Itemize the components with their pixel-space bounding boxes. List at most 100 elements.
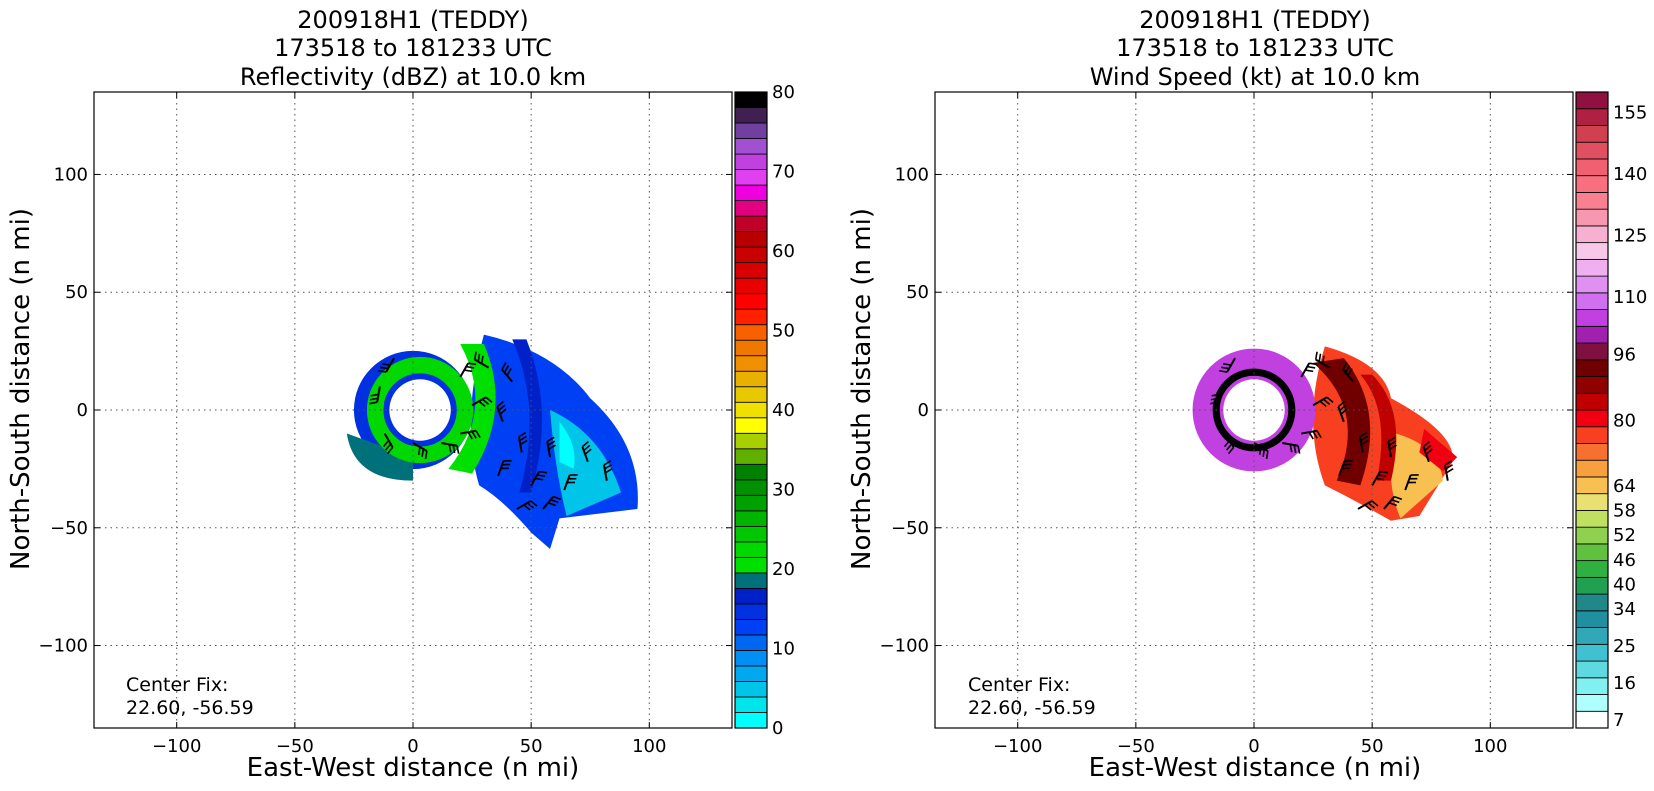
- colorbar-tick-label: 140: [1613, 164, 1647, 185]
- colorbar-bin: [735, 309, 767, 325]
- colorbar-bin: [1576, 460, 1608, 477]
- colorbar-bin: [1576, 259, 1608, 276]
- colorbar-bin: [1576, 293, 1608, 310]
- x-tick-label: −100: [152, 736, 201, 757]
- colorbar-tick-label: 16: [1613, 673, 1636, 694]
- colorbar-bin: [735, 92, 767, 108]
- colorbar-bin: [735, 123, 767, 139]
- colorbar-tick-label: 40: [1613, 574, 1636, 595]
- colorbar-tick-label: 110: [1613, 287, 1647, 308]
- colorbar-bin: [735, 449, 767, 465]
- colorbar-bin: [1576, 276, 1608, 293]
- left-title-line3: Reflectivity (dBZ) at 10.0 km: [240, 63, 586, 91]
- y-tick-label: −50: [50, 518, 88, 539]
- right-center-fix-value: 22.60, -56.59: [968, 697, 1096, 719]
- left-center-fix-value: 22.60, -56.59: [126, 697, 254, 719]
- colorbar-tick-label: 0: [772, 718, 783, 739]
- colorbar-tick-label: 125: [1613, 226, 1647, 247]
- colorbar-bin: [735, 325, 767, 341]
- colorbar-bin: [735, 418, 767, 434]
- y-tick-label: −100: [39, 636, 88, 657]
- colorbar-bin: [1576, 192, 1608, 209]
- colorbar-tick-label: 64: [1613, 476, 1636, 497]
- y-tick-label: 100: [54, 164, 88, 185]
- colorbar-bin: [1576, 644, 1608, 661]
- colorbar-bin: [735, 480, 767, 496]
- colorbar-bin: [735, 154, 767, 170]
- right-x-axis-label: East-West distance (n mi): [1089, 753, 1422, 783]
- colorbar-bin: [735, 263, 767, 279]
- right-center-fix-label: Center Fix:: [968, 674, 1070, 696]
- y-tick-label: 0: [918, 400, 929, 421]
- colorbar-tick-label: 155: [1613, 103, 1647, 124]
- colorbar-bin: [1576, 226, 1608, 243]
- colorbar-bin: [735, 619, 767, 635]
- right-title-line2: 173518 to 181233 UTC: [1116, 34, 1394, 62]
- colorbar-bin: [735, 185, 767, 201]
- colorbar-bin: [735, 526, 767, 542]
- colorbar-bin: [735, 604, 767, 620]
- colorbar-bin: [1576, 661, 1608, 678]
- left-center-fix-label: Center Fix:: [126, 674, 228, 696]
- colorbar-bin: [735, 278, 767, 294]
- colorbar-bin: [1576, 125, 1608, 142]
- panel-wind-speed: 200918H1 (TEDDY) 173518 to 181233 UTC Wi…: [847, 6, 1647, 783]
- colorbar-bin: [1576, 510, 1608, 527]
- y-tick-label: 50: [906, 282, 929, 303]
- colorbar-bin: [735, 294, 767, 310]
- colorbar-tick-label: 30: [772, 480, 795, 501]
- colorbar-bin: [735, 464, 767, 480]
- colorbar-bin: [1576, 142, 1608, 159]
- panel-reflectivity: 200918H1 (TEDDY) 173518 to 181233 UTC Re…: [6, 6, 795, 783]
- x-tick-label: 100: [632, 736, 666, 757]
- colorbar-bin: [735, 635, 767, 651]
- colorbar-tick-label: 20: [772, 559, 795, 580]
- left-title-line2: 173518 to 181233 UTC: [274, 34, 552, 62]
- colorbar-bin: [1576, 176, 1608, 193]
- y-tick-label: −50: [891, 518, 929, 539]
- right-title-line3: Wind Speed (kt) at 10.0 km: [1090, 63, 1421, 91]
- left-x-axis-label: East-West distance (n mi): [247, 753, 580, 783]
- colorbar-bin: [1576, 343, 1608, 360]
- y-tick-label: 100: [895, 164, 929, 185]
- colorbar-bin: [735, 201, 767, 217]
- left-title-line1: 200918H1 (TEDDY): [297, 6, 528, 34]
- colorbar-bin: [735, 495, 767, 511]
- colorbar-bin: [735, 542, 767, 558]
- colorbar-tick-label: 96: [1613, 345, 1636, 366]
- colorbar-bin: [1576, 443, 1608, 460]
- colorbar-bin: [1576, 360, 1608, 377]
- colorbar-bin: [735, 697, 767, 713]
- colorbar-bin: [1576, 577, 1608, 594]
- colorbar-bin: [1576, 410, 1608, 427]
- colorbar-tick-label: 80: [1613, 410, 1636, 431]
- colorbar-tick-label: 34: [1613, 599, 1636, 620]
- colorbar-bin: [1576, 695, 1608, 712]
- colorbar-tick-label: 40: [772, 400, 795, 421]
- colorbar-bin: [1576, 494, 1608, 511]
- colorbar-bin: [1576, 527, 1608, 544]
- left-y-axis-label: North-South distance (n mi): [6, 208, 36, 570]
- colorbar-bin: [1576, 326, 1608, 343]
- right-y-axis-label: North-South distance (n mi): [847, 208, 877, 570]
- colorbar-bin: [1576, 611, 1608, 628]
- colorbar-tick-label: 10: [772, 639, 795, 660]
- colorbar-bin: [1576, 109, 1608, 126]
- colorbar-bin: [1576, 377, 1608, 394]
- colorbar-bin: [735, 573, 767, 589]
- colorbar-tick-label: 70: [772, 162, 795, 183]
- colorbar-bin: [735, 356, 767, 372]
- colorbar-bin: [1576, 711, 1608, 728]
- colorbar-bin: [1576, 561, 1608, 578]
- colorbar-tick-label: 50: [772, 321, 795, 342]
- colorbar-bin: [1576, 92, 1608, 109]
- colorbar-bin: [735, 588, 767, 604]
- colorbar-bin: [1576, 393, 1608, 410]
- colorbar-bin: [1576, 477, 1608, 494]
- colorbar-bin: [735, 387, 767, 403]
